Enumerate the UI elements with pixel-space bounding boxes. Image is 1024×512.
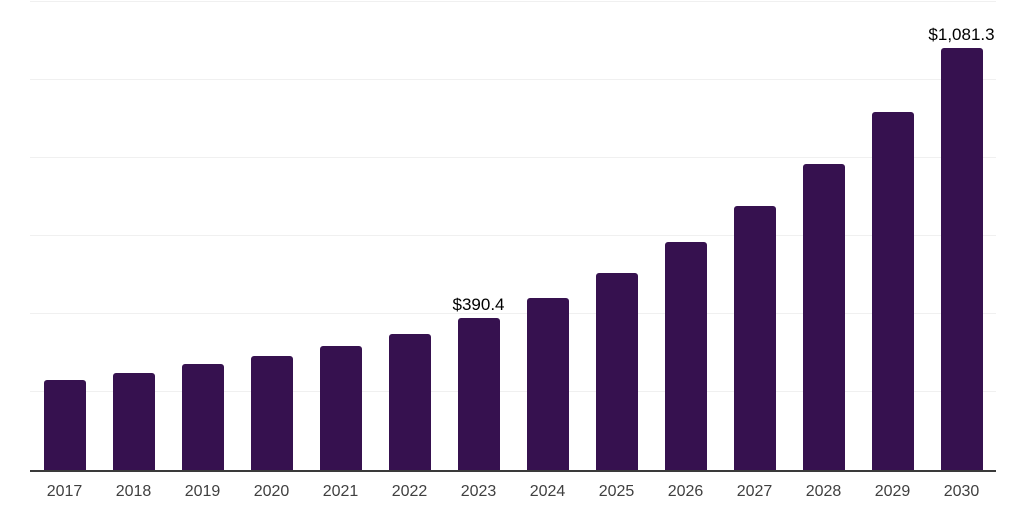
x-axis-label-2028: 2028: [805, 483, 842, 500]
x-axis-label-2020: 2020: [253, 483, 290, 500]
bar-2027: [733, 206, 776, 470]
gridline-1200: [30, 1, 996, 2]
bar-2024: [526, 298, 569, 470]
chart-plot-area: $390.4 $1,081.3: [30, 1, 996, 472]
bar-2029: [871, 111, 914, 470]
x-axis-label-2022: 2022: [391, 483, 428, 500]
bar-slot-2022: [375, 2, 444, 470]
gridline-400: [30, 313, 996, 315]
bar-2017: [43, 380, 86, 470]
bar-2026: [664, 242, 707, 470]
x-axis-label-2023: 2023: [460, 483, 497, 500]
x-axis-label-2017: 2017: [46, 483, 83, 500]
bar-value-label-2023: $390.4: [452, 294, 505, 314]
x-axis-label-2019: 2019: [184, 483, 221, 500]
bar-slot-2023: $390.4: [444, 2, 513, 470]
bar-slot-2028: [789, 2, 858, 470]
bar-2021: [319, 345, 362, 470]
gridline-200: [30, 391, 996, 393]
bar-2028: [802, 163, 845, 470]
gridline-800: [30, 157, 996, 159]
x-axis-label-2030: 2030: [943, 483, 980, 500]
bar-2030: [940, 48, 983, 470]
bar-2018: [112, 372, 155, 470]
bars-row: $390.4 $1,081.3: [30, 2, 996, 470]
x-axis-label-2029: 2029: [874, 483, 911, 500]
bar-slot-2021: [306, 2, 375, 470]
x-axis-label-2026: 2026: [667, 483, 704, 500]
bar-2020: [250, 355, 293, 470]
bar-slot-2025: [582, 2, 651, 470]
bar-2025: [595, 273, 638, 470]
bar-slot-2030: $1,081.3: [927, 2, 996, 470]
gridline-600: [30, 235, 996, 236]
bar-2023: [457, 317, 500, 470]
bar-2022: [388, 334, 431, 470]
x-axis-label-2025: 2025: [598, 483, 635, 500]
bar-slot-2029: [858, 2, 927, 470]
bar-2019: [181, 364, 224, 470]
bar-slot-2027: [720, 2, 789, 470]
bar-slot-2019: [168, 2, 237, 470]
x-axis: 2017 2018 2019 2020 2021 2022 2023 2024 2025 2026…: [30, 484, 996, 500]
x-axis-label-2027: 2027: [736, 483, 773, 500]
bar-slot-2024: [513, 2, 582, 470]
bar-slot-2026: [651, 2, 720, 470]
gridline-1000: [30, 79, 996, 80]
bar-slot-2018: [99, 2, 168, 470]
x-axis-label-2021: 2021: [322, 483, 359, 500]
bar-slot-2020: [237, 2, 306, 470]
bar-value-label-2030: $1,081.3: [928, 25, 995, 45]
x-axis-label-2024: 2024: [529, 483, 566, 500]
x-axis-label-2018: 2018: [115, 483, 152, 500]
bar-slot-2017: [30, 2, 99, 470]
